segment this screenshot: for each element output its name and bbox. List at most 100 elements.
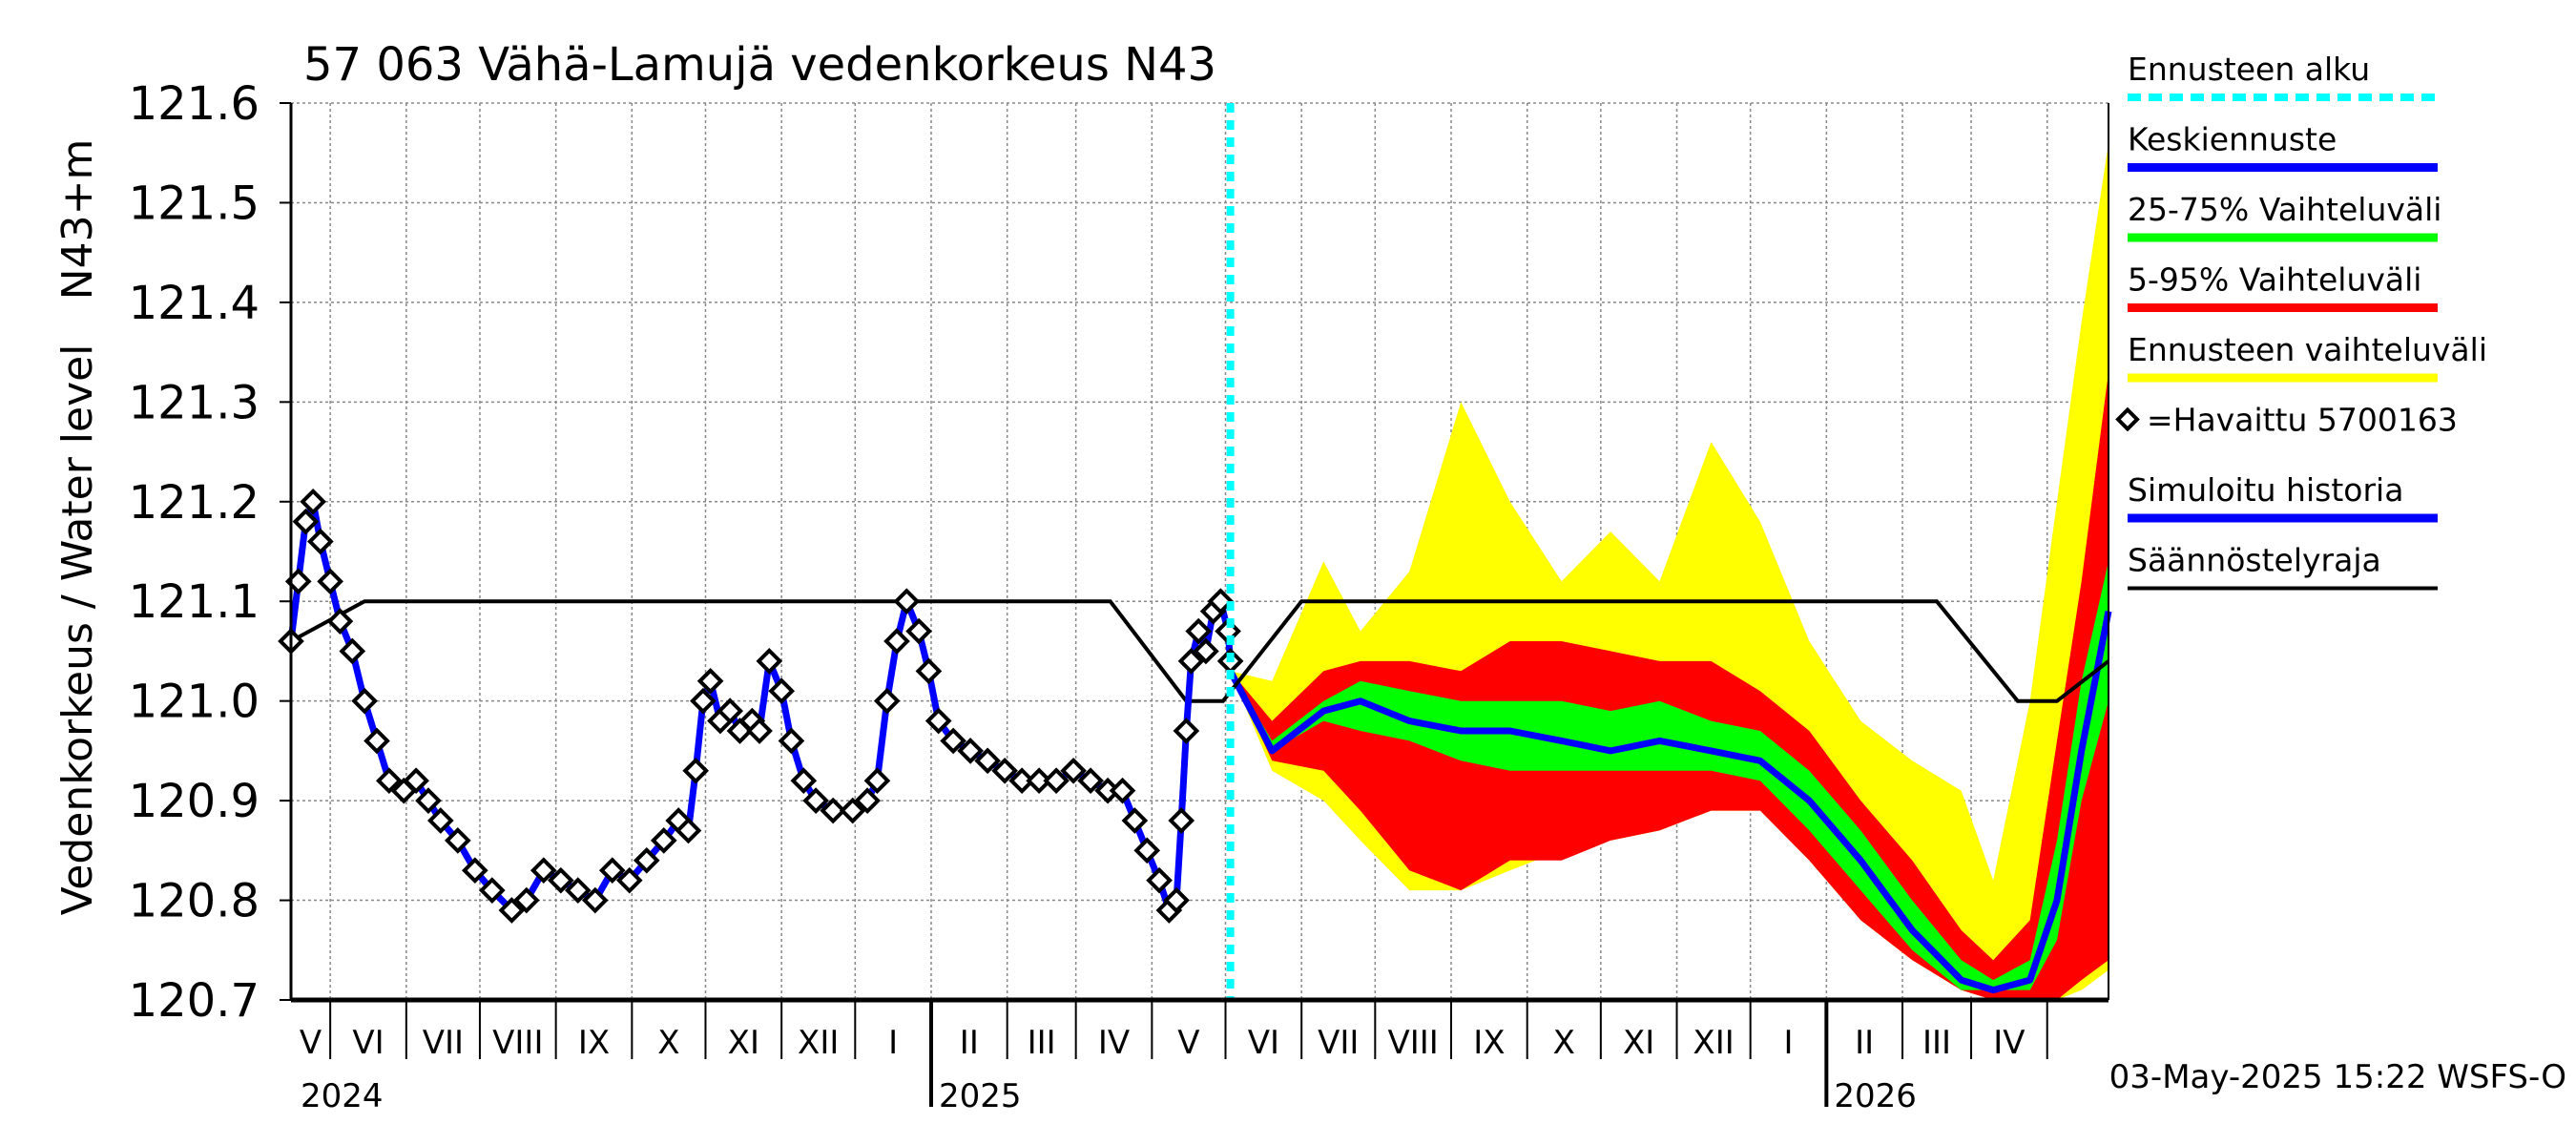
observed-point: [364, 727, 390, 755]
legend-label: =Havaittu 5700163: [2147, 402, 2458, 439]
observed-point: [991, 757, 1018, 784]
legend-label: Säännöstelyraja: [2128, 542, 2381, 579]
y-tick-label: 121.2: [129, 476, 260, 530]
month-label: VIII: [492, 1024, 543, 1062]
legend: Ennusteen alku Keskiennuste 25-75% Vaihtel…: [2115, 51, 2487, 591]
month-label: II: [1855, 1024, 1874, 1062]
observed-point: [873, 687, 901, 715]
observed-point: [1168, 807, 1195, 834]
timestamp: 03-May-2025 15:22 WSFS-O: [2109, 1058, 2566, 1096]
y-tick-label: 121.1: [129, 575, 260, 629]
month-label: III: [1922, 1024, 1951, 1062]
observed-point: [675, 817, 702, 844]
chart-title: 57 063 Vähä-Lamujä vedenkorkeus N43: [303, 38, 1216, 92]
observed-point: [746, 718, 773, 744]
observed-point: [426, 807, 454, 834]
legend-label: 25-75% Vaihteluväli: [2128, 191, 2441, 228]
observed-point: [839, 797, 866, 824]
month-label: XII: [1693, 1024, 1734, 1062]
observed-point: [717, 697, 744, 724]
legend-marker: [2115, 406, 2140, 432]
regulation-limit-line: [290, 599, 2110, 703]
y-tick-label: 121.5: [129, 177, 260, 230]
year-label: 2025: [939, 1077, 1022, 1115]
month-label: V: [1177, 1024, 1199, 1062]
observed-point: [292, 508, 320, 535]
observed-point: [478, 877, 506, 904]
y-tick-label: 120.9: [129, 775, 260, 828]
observed-point: [547, 866, 574, 894]
plot-area: 121.6 121.5 121.4 121.3 121.2 121.1 121.0 120.9…: [129, 77, 2112, 1115]
observed-point: [1177, 648, 1205, 675]
observed-point: [1146, 866, 1173, 894]
observed-point: [403, 767, 429, 795]
observed-point: [615, 866, 643, 894]
y-tick-label: 121.6: [129, 77, 260, 131]
observed-point: [924, 707, 952, 735]
month-label: IX: [578, 1024, 610, 1062]
observed-point: [957, 738, 984, 764]
observed-point: [1207, 588, 1235, 615]
observed-point: [820, 797, 846, 824]
observed-point: [444, 827, 471, 854]
y-axis-label-main: Vedenkorkeus / Water level: [53, 344, 102, 916]
month-label: XI: [728, 1024, 759, 1062]
month-label: XI: [1623, 1024, 1654, 1062]
observed-point: [633, 846, 660, 874]
observed-point: [1026, 767, 1052, 795]
observed-point: [512, 886, 540, 914]
legend-label: Ennusteen alku: [2128, 51, 2370, 88]
y-tick-label: 121.0: [129, 676, 260, 729]
legend-label: Simuloitu historia: [2128, 471, 2403, 509]
observed-point: [974, 747, 1001, 775]
observed-point: [696, 667, 724, 695]
forecast-range-band: [1230, 142, 2109, 1001]
month-label: XII: [798, 1024, 839, 1062]
simulated-history-line: [287, 498, 1235, 914]
month-label: X: [1553, 1024, 1575, 1062]
observed-point: [854, 787, 881, 814]
observed-point: [768, 677, 795, 705]
month-label: X: [657, 1024, 679, 1062]
month-label: VI: [352, 1024, 384, 1062]
observed-point: [376, 767, 403, 795]
observed-point: [1185, 617, 1213, 645]
observed-point: [326, 608, 354, 635]
observed-point: [1121, 807, 1149, 834]
y-tick-label: 120.8: [129, 875, 260, 928]
observed-point: [415, 787, 442, 814]
observed-point: [905, 617, 932, 645]
observed-point: [1193, 637, 1219, 665]
observed-point: [598, 857, 626, 885]
observed-point: [1109, 777, 1136, 804]
observed-point: [351, 687, 378, 715]
month-label: VI: [1248, 1024, 1279, 1062]
observed-point: [802, 787, 829, 814]
observed-point: [682, 757, 710, 784]
y-tick-label: 120.7: [129, 974, 260, 1028]
observed-point: [1163, 886, 1190, 914]
observed-point: [581, 886, 609, 914]
y-axis-label-unit: N43+m: [53, 139, 102, 301]
observed-point: [756, 648, 783, 675]
observed-point: [915, 657, 943, 685]
observed-point: [778, 727, 805, 755]
observed-point: [1008, 767, 1035, 795]
month-label: I: [1783, 1024, 1793, 1062]
year-label: 2024: [301, 1077, 384, 1115]
month-label: III: [1028, 1024, 1056, 1062]
observed-point: [1133, 837, 1161, 864]
median-forecast-line: [1227, 611, 2112, 994]
observed-point: [790, 767, 818, 795]
observed-point: [940, 727, 966, 755]
legend-label: Ennusteen vaihteluväli: [2128, 331, 2487, 368]
observed-point: [498, 897, 526, 924]
legend-label: Keskiennuste: [2128, 121, 2337, 158]
month-label: II: [960, 1024, 979, 1062]
observed-point: [1077, 767, 1104, 795]
observed-point: [863, 767, 891, 795]
y-tick-label: 121.3: [129, 376, 260, 429]
y-axis-label: Vedenkorkeus / Water level N43+m: [53, 139, 102, 916]
year-label: 2026: [1834, 1077, 1917, 1115]
